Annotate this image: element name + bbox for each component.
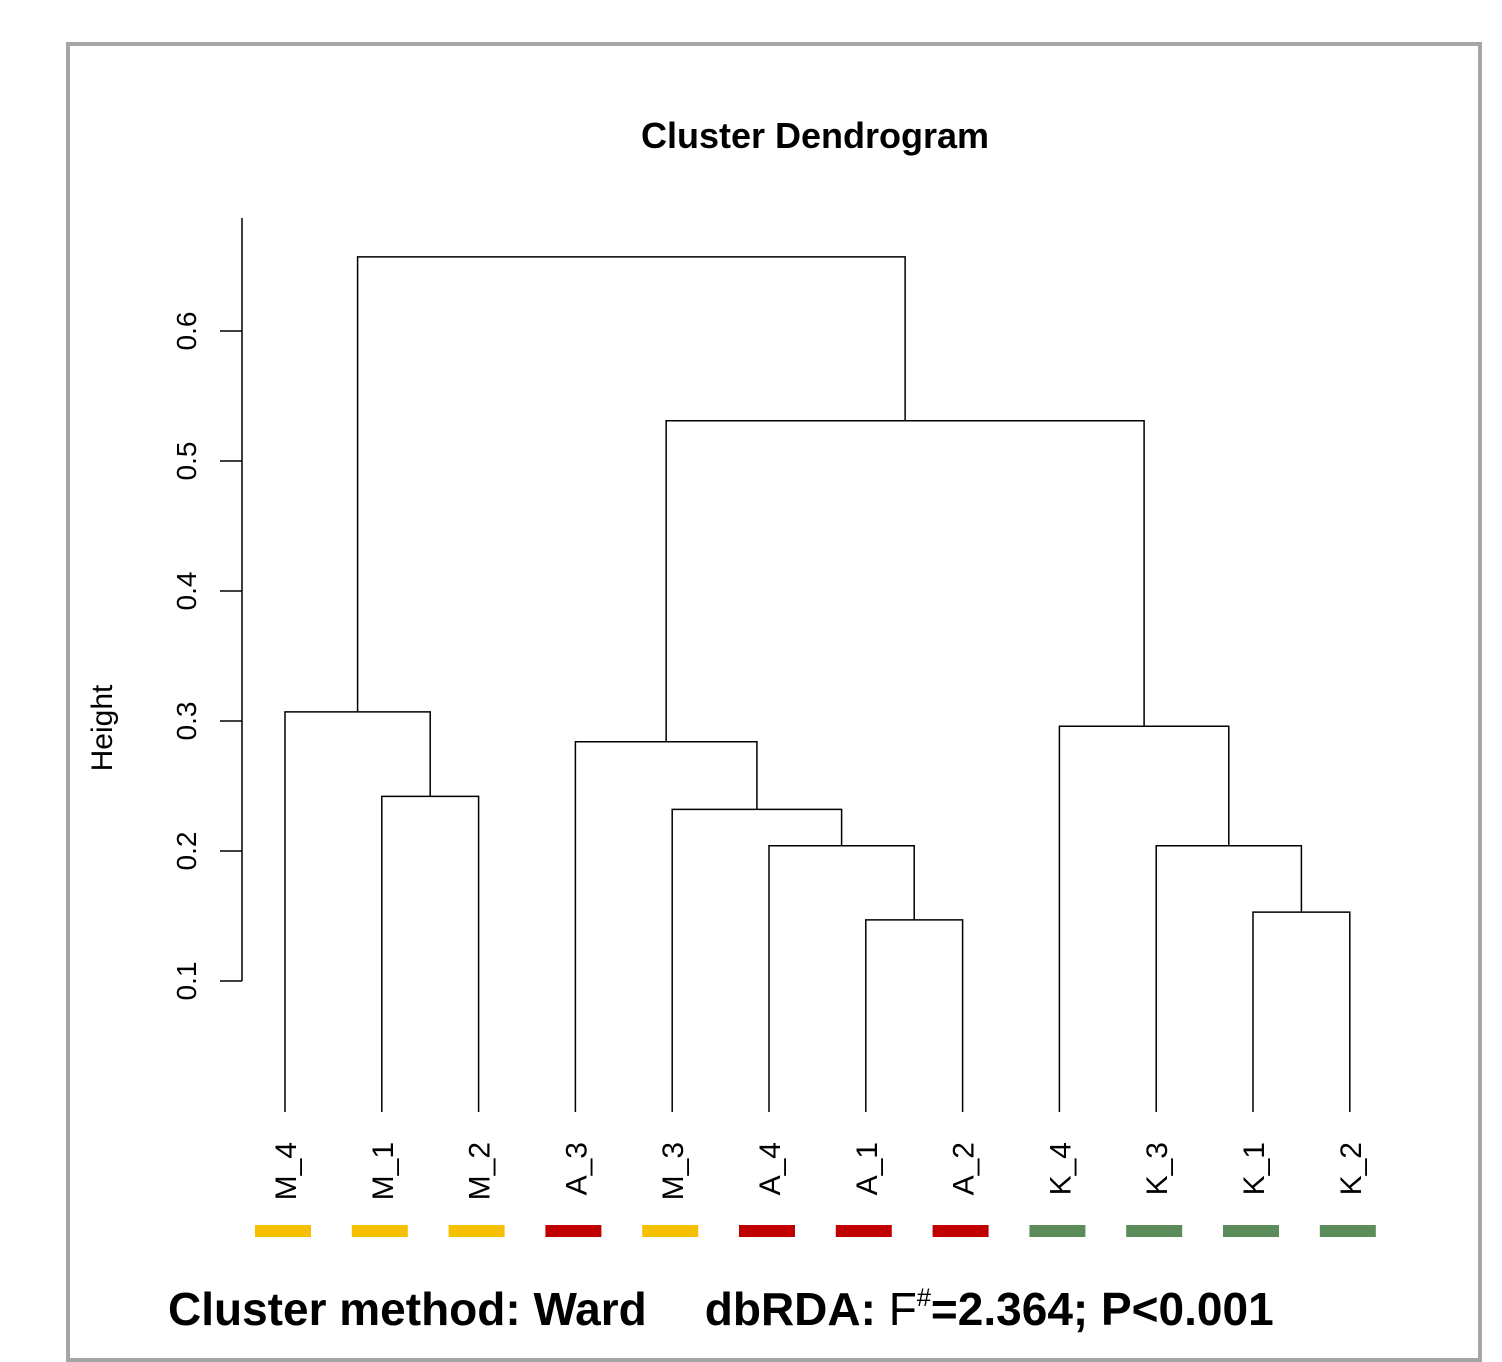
dendrogram-branch: [671, 808, 843, 1112]
leaf-label: A_3: [560, 1142, 593, 1195]
f-statistic-letter: F: [888, 1283, 917, 1335]
leaf-label: A_1: [851, 1142, 884, 1195]
y-tick-label: 0.6: [171, 312, 202, 351]
leaf-label: K_2: [1335, 1142, 1368, 1195]
leaf-label: K_3: [1141, 1142, 1174, 1195]
dendrogram-branch: [284, 711, 431, 1112]
dendrogram-branch: [665, 419, 1145, 742]
dendrogram-branch: [1252, 911, 1351, 1112]
leaf-label: M_2: [464, 1142, 497, 1200]
cluster-method-text: Cluster method: Ward: [168, 1283, 647, 1335]
leaf-labels: M_4 M_1 M_2 A_3 M_3 A_4 A_1 A_2 K_4 K_3 K_1 K_2: [270, 1142, 1368, 1200]
y-axis: 0.1 0.2 0.3 0.4 0.5 0.6: [171, 218, 243, 1001]
y-tick-label: 0.2: [171, 832, 202, 871]
dendrogram-branch: [381, 795, 480, 1112]
dendrogram-branch: [574, 741, 758, 1112]
statistics-text: =2.364; P<0.001: [930, 1283, 1274, 1335]
y-tick-label: 0.4: [171, 572, 202, 611]
leaf-label: K_1: [1238, 1142, 1271, 1195]
dendrogram-branch: [356, 256, 906, 712]
dendrogram-branches: [284, 256, 1351, 1112]
caption: Cluster method: Ward dbRDA: F#=2.364; P<0…: [168, 1282, 1274, 1336]
group-color-bars: [255, 1225, 1376, 1237]
dendrogram-branch: [865, 919, 964, 1112]
y-tick-label: 0.3: [171, 702, 202, 741]
leaf-label: M_3: [657, 1142, 690, 1200]
group-color-bar: [1223, 1225, 1279, 1237]
group-color-bar: [255, 1225, 311, 1237]
group-color-bar: [835, 1225, 892, 1237]
leaf-label: K_4: [1044, 1142, 1077, 1195]
group-color-bar: [1319, 1225, 1376, 1237]
y-axis-label: Height: [86, 684, 119, 771]
dendrogram-branch: [768, 845, 915, 1112]
dendrogram-branch: [1058, 725, 1230, 1112]
group-color-bar: [545, 1225, 602, 1237]
group-color-bar: [1029, 1225, 1086, 1237]
leaf-label: M_4: [270, 1142, 303, 1200]
leaf-label: A_2: [948, 1142, 981, 1195]
chart-title: Cluster Dendrogram: [641, 115, 989, 156]
group-color-bar: [642, 1225, 699, 1237]
dbrda-label: dbRDA:: [704, 1283, 876, 1335]
group-color-bar: [448, 1225, 505, 1237]
leaf-label: M_1: [367, 1142, 400, 1200]
group-color-bar: [739, 1225, 795, 1237]
group-color-bar: [351, 1225, 408, 1237]
leaf-label: A_4: [754, 1142, 787, 1195]
y-tick-label: 0.5: [171, 442, 202, 481]
f-statistic-superscript: #: [916, 1284, 931, 1313]
group-color-bar: [1126, 1225, 1183, 1237]
group-color-bar: [932, 1225, 989, 1237]
y-tick-label: 0.1: [171, 962, 202, 1001]
dendrogram-branch: [1155, 845, 1303, 1112]
